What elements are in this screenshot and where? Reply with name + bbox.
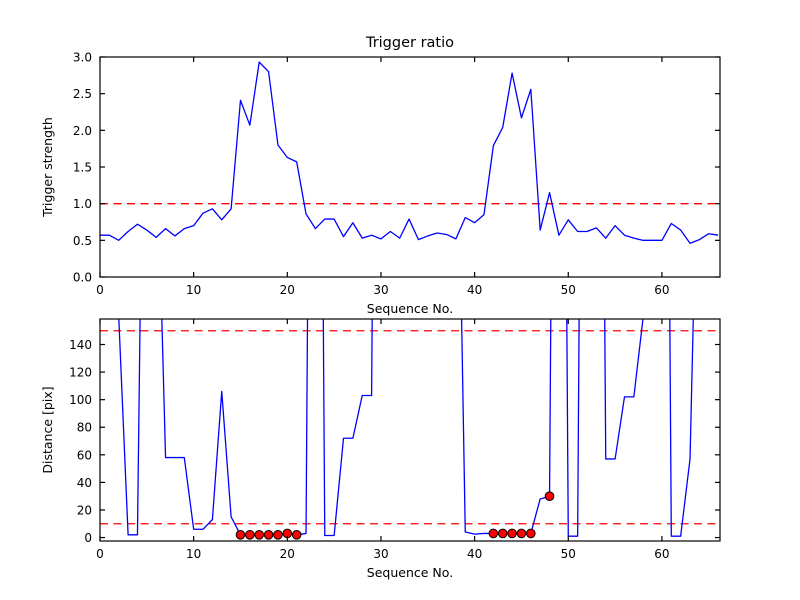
y-tick-label: 0.0: [73, 271, 92, 285]
x-tick-label: 30: [373, 283, 388, 297]
y-tick-label: 2.5: [73, 87, 92, 101]
x-tick-label: 20: [280, 547, 295, 561]
y-tick-label: 40: [77, 476, 92, 490]
y-tick-label: 0.5: [73, 234, 92, 248]
trigger-marker: [488, 528, 499, 539]
x-tick-label: 10: [186, 547, 201, 561]
y-tick-label: 60: [77, 448, 92, 462]
x-tick-label: 0: [96, 283, 104, 297]
y-tick-label: 0: [84, 531, 92, 545]
x-tick-label: 20: [280, 283, 295, 297]
trigger-marker: [235, 530, 246, 540]
x-tick-label: 40: [467, 283, 482, 297]
trigger-marker: [273, 530, 283, 540]
trigger-marker: [544, 491, 555, 501]
x-tick-label: 60: [654, 547, 669, 561]
y-tick-label: 80: [77, 421, 92, 435]
x-tick-label: 50: [561, 283, 576, 297]
bottom-ylabel: Distance [pix]: [40, 386, 55, 473]
top-xlabel: Sequence No.: [367, 301, 453, 316]
y-tick-label: 1.0: [73, 197, 92, 211]
x-tick-label: 10: [186, 283, 201, 297]
axes-frame: [99, 318, 721, 542]
trigger-marker: [291, 530, 302, 540]
y-tick-label: 140: [69, 338, 92, 352]
y-tick-label: 100: [69, 393, 92, 407]
trigger-marker: [526, 528, 536, 539]
data-line: [100, 61, 719, 244]
bottom-xlabel: Sequence No.: [367, 565, 453, 580]
trigger-marker: [497, 528, 508, 539]
y-tick-label: 1.5: [73, 161, 92, 175]
x-tick-label: 0: [96, 547, 104, 561]
y-tick-label: 2.0: [73, 124, 92, 138]
trigger-marker: [254, 530, 265, 540]
axes-frame: [99, 56, 721, 278]
top-axes: 0 10 20 30 40 50 60 0.0 0.5 1.0 1.5 2.0 2.5 3.0: [73, 51, 721, 297]
data-line: [118, 319, 694, 537]
axes-layer: 0 10 20 30 40 50 60 0.0 0.5 1.0 1.5 2.0 2.5 3.0 0 10 20 3…: [69, 51, 721, 561]
trigger-marker: [516, 528, 527, 539]
trigger-marker: [263, 530, 274, 540]
trigger-marker: [245, 530, 255, 540]
x-tick-label: 60: [654, 283, 669, 297]
chart-title: Trigger ratio: [365, 35, 454, 51]
x-tick-label: 40: [467, 547, 482, 561]
x-tick-label: 30: [373, 547, 388, 561]
top-ylabel: Trigger strength: [40, 117, 55, 218]
y-tick-label: 3.0: [73, 51, 92, 65]
bottom-axes: 0 10 20 30 40 50 60 0 20 40 60 80 100 120 140: [69, 318, 721, 561]
trigger-marker: [507, 528, 517, 539]
x-tick-label: 50: [561, 547, 576, 561]
y-tick-label: 20: [77, 503, 92, 517]
y-tick-label: 120: [69, 366, 92, 380]
